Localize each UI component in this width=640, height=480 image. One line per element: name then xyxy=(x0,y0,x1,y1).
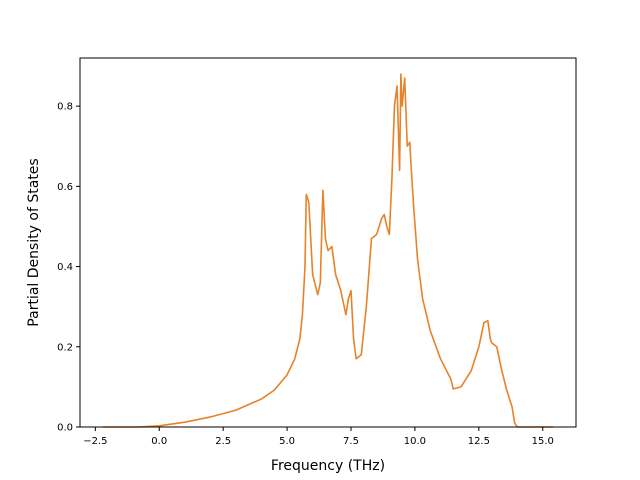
x-tick-label: 7.5 xyxy=(343,436,359,447)
y-tick-label: 0.4 xyxy=(57,262,73,273)
y-tick-label: 0.8 xyxy=(57,102,73,113)
x-axis-label: Frequency (THz) xyxy=(271,458,385,474)
y-tick-label: 0.6 xyxy=(57,182,73,193)
x-tick-label: −2.5 xyxy=(83,436,107,447)
pdos-series-line xyxy=(103,73,553,428)
x-axis-ticks: −2.5 0.0 2.5 5.0 7.5 10.0 12.5 15.0 xyxy=(83,427,554,447)
x-tick-label: 10.0 xyxy=(404,436,426,447)
x-tick-label: 15.0 xyxy=(532,436,554,447)
y-axis-label: Partial Density of States xyxy=(26,158,42,326)
x-tick-label: 12.5 xyxy=(468,436,490,447)
x-tick-label: 2.5 xyxy=(215,436,231,447)
x-tick-label: 0.0 xyxy=(151,436,167,447)
x-tick-label: 5.0 xyxy=(279,436,295,447)
axes-frame xyxy=(79,57,577,428)
y-axis-ticks: 0.0 0.2 0.4 0.6 0.8 xyxy=(57,102,80,434)
plot-area xyxy=(103,73,553,428)
y-tick-label: 0.2 xyxy=(57,342,73,353)
y-tick-label: 0.0 xyxy=(57,423,73,434)
